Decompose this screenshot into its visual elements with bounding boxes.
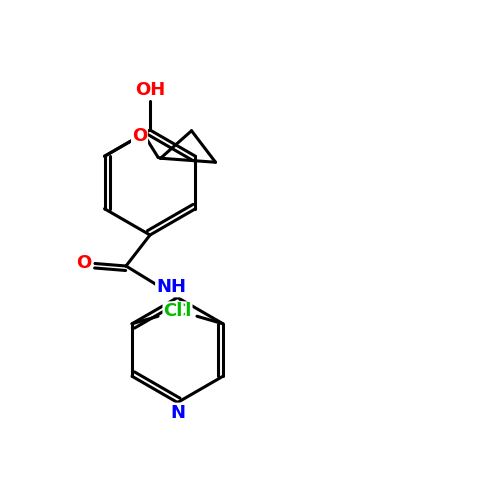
Text: OH: OH <box>135 81 165 99</box>
Text: Cl: Cl <box>164 302 182 320</box>
Text: O: O <box>132 127 147 145</box>
Text: O: O <box>76 254 92 272</box>
Text: Cl: Cl <box>172 302 192 320</box>
Text: N: N <box>170 404 185 421</box>
Text: NH: NH <box>156 278 186 296</box>
